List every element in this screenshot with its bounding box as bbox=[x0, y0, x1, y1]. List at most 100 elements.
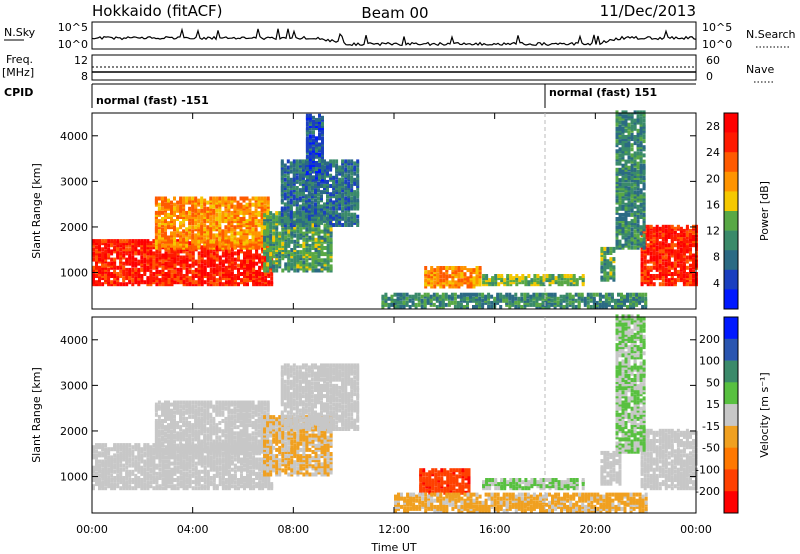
nsearch-tick-bottom: 10^0 bbox=[702, 38, 732, 51]
power-echoes bbox=[92, 110, 698, 309]
colorbar-tick-label: 20 bbox=[706, 172, 720, 185]
y-tick-label: 4000 bbox=[60, 334, 88, 347]
y-tick-label: 2000 bbox=[60, 425, 88, 438]
velocity-ylabel: Slant Range [km] bbox=[30, 367, 43, 463]
colorbar-tick-label: 100 bbox=[699, 355, 720, 368]
echo-region bbox=[92, 443, 274, 491]
station-title: Hokkaido (fitACF) bbox=[92, 2, 223, 20]
freq-unit-label: [MHz] bbox=[2, 66, 34, 79]
colorbar-tick-label: -100 bbox=[695, 463, 720, 476]
echo-region bbox=[154, 196, 270, 250]
time-axis: 00:00 04:00 08:00 12:00 16:00 20:00 00:00 bbox=[76, 113, 712, 536]
power-colorbar-label: Power [dB] bbox=[758, 181, 771, 241]
echo-region bbox=[419, 468, 471, 495]
cpid-label: CPID bbox=[4, 86, 33, 99]
colorbar-swatch bbox=[724, 289, 738, 310]
colorbar-tick-label: 50 bbox=[706, 376, 720, 389]
echo-region bbox=[640, 428, 698, 491]
colorbar-tick-label: -200 bbox=[695, 485, 720, 498]
colorbar-tick-label: 200 bbox=[699, 333, 720, 346]
velocity-y-axis: 1000 2000 3000 4000 bbox=[60, 334, 696, 484]
power-colorbar: 4 8 12 16 20 24 28 bbox=[706, 112, 739, 310]
x-tick-label: 20:00 bbox=[579, 523, 611, 536]
echo-region bbox=[640, 224, 698, 287]
colorbar-tick-label: 16 bbox=[706, 198, 720, 211]
echo-region bbox=[600, 246, 616, 282]
nave-tick-bottom: 0 bbox=[706, 70, 713, 83]
colorbar-swatch bbox=[724, 152, 738, 173]
echo-region bbox=[394, 492, 648, 513]
colorbar-swatch bbox=[724, 250, 738, 271]
velocity-echoes bbox=[92, 314, 698, 513]
velocity-colorbar-label: Velocity [m s⁻¹] bbox=[758, 372, 771, 457]
colorbar-swatch bbox=[724, 317, 738, 340]
freq-label: Freq. bbox=[6, 53, 33, 66]
y-tick-label: 2000 bbox=[60, 221, 88, 234]
colorbar-swatch bbox=[724, 171, 738, 192]
colorbar-tick-label: 15 bbox=[706, 398, 720, 411]
colorbar-swatch bbox=[724, 469, 738, 492]
x-tick-label: 00:00 bbox=[76, 523, 108, 536]
colorbar-swatch bbox=[724, 447, 738, 470]
nsearch-label: N.Search bbox=[746, 28, 796, 41]
y-tick-label: 1000 bbox=[60, 267, 88, 280]
echo-region bbox=[154, 400, 270, 454]
colorbar-swatch bbox=[724, 230, 738, 251]
nsky-tick-bottom: 10^0 bbox=[58, 38, 88, 51]
colorbar-swatch bbox=[724, 491, 738, 514]
colorbar-swatch bbox=[724, 338, 738, 361]
nsky-trace bbox=[91, 27, 697, 47]
colorbar-tick-label: 12 bbox=[706, 225, 720, 238]
y-tick-label: 1000 bbox=[60, 471, 88, 484]
x-tick-label: 08:00 bbox=[277, 523, 309, 536]
date-title: 11/Dec/2013 bbox=[600, 2, 696, 20]
echo-region bbox=[305, 113, 324, 182]
echo-region bbox=[280, 363, 360, 431]
nave-label: Nave bbox=[746, 63, 774, 76]
power-panel: 1000 2000 3000 4000 Slant Range [km] bbox=[30, 110, 698, 310]
velocity-colorbar: 200 100 50 15 -15 -50 -100 -200 bbox=[695, 316, 739, 514]
echo-region bbox=[615, 314, 646, 454]
colorbar-swatch bbox=[724, 425, 738, 448]
time-axis-label: Time UT bbox=[370, 541, 416, 554]
colorbar-swatch bbox=[724, 360, 738, 383]
nsky-panel: N.Sky 10^5 10^0 10^5 10^0 N.Search bbox=[4, 21, 796, 51]
freq-panel: Freq. [MHz] 12 8 60 0 Nave bbox=[2, 53, 774, 83]
cpid-panel: CPID normal (fast) -151 normal (fast) 15… bbox=[4, 83, 696, 108]
colorbar-tick-label: 8 bbox=[713, 251, 720, 264]
velocity-panel: 1000 2000 3000 4000 Slant Range [km] bbox=[30, 314, 698, 514]
nsearch-tick-top: 10^5 bbox=[702, 21, 732, 34]
echo-region bbox=[482, 478, 585, 491]
echo-region bbox=[280, 159, 360, 227]
freq-tick-bottom: 8 bbox=[81, 70, 88, 83]
echo-region bbox=[424, 266, 482, 289]
cpid-segment-1: normal (fast) -151 bbox=[96, 94, 209, 107]
x-tick-label: 16:00 bbox=[479, 523, 511, 536]
colorbar-tick-label: -50 bbox=[702, 442, 720, 455]
colorbar-tick-label: -15 bbox=[702, 420, 720, 433]
y-tick-label: 3000 bbox=[60, 379, 88, 392]
x-tick-label: 00:00 bbox=[680, 523, 712, 536]
colorbar-swatch bbox=[724, 113, 738, 133]
colorbar-swatch bbox=[724, 269, 738, 290]
x-tick-label: 12:00 bbox=[378, 523, 410, 536]
colorbar-swatch bbox=[724, 211, 738, 231]
echo-region bbox=[615, 110, 646, 250]
echo-region bbox=[263, 211, 333, 273]
power-y-axis: 1000 2000 3000 4000 bbox=[60, 130, 696, 280]
colorbar-tick-label: 24 bbox=[706, 146, 720, 159]
echo-region bbox=[381, 292, 648, 309]
cpid-segment-2: normal (fast) 151 bbox=[549, 86, 657, 99]
echo-region bbox=[482, 274, 585, 287]
power-ylabel: Slant Range [km] bbox=[30, 163, 43, 259]
nave-tick-top: 60 bbox=[706, 54, 720, 67]
colorbar-swatch bbox=[724, 382, 738, 405]
y-tick-label: 4000 bbox=[60, 130, 88, 143]
echo-region bbox=[92, 239, 274, 287]
freq-tick-top: 12 bbox=[74, 54, 88, 67]
colorbar-swatch bbox=[724, 132, 738, 153]
colorbar-swatch bbox=[724, 404, 738, 427]
nsky-label: N.Sky bbox=[4, 26, 36, 39]
nsky-tick-top: 10^5 bbox=[58, 21, 88, 34]
